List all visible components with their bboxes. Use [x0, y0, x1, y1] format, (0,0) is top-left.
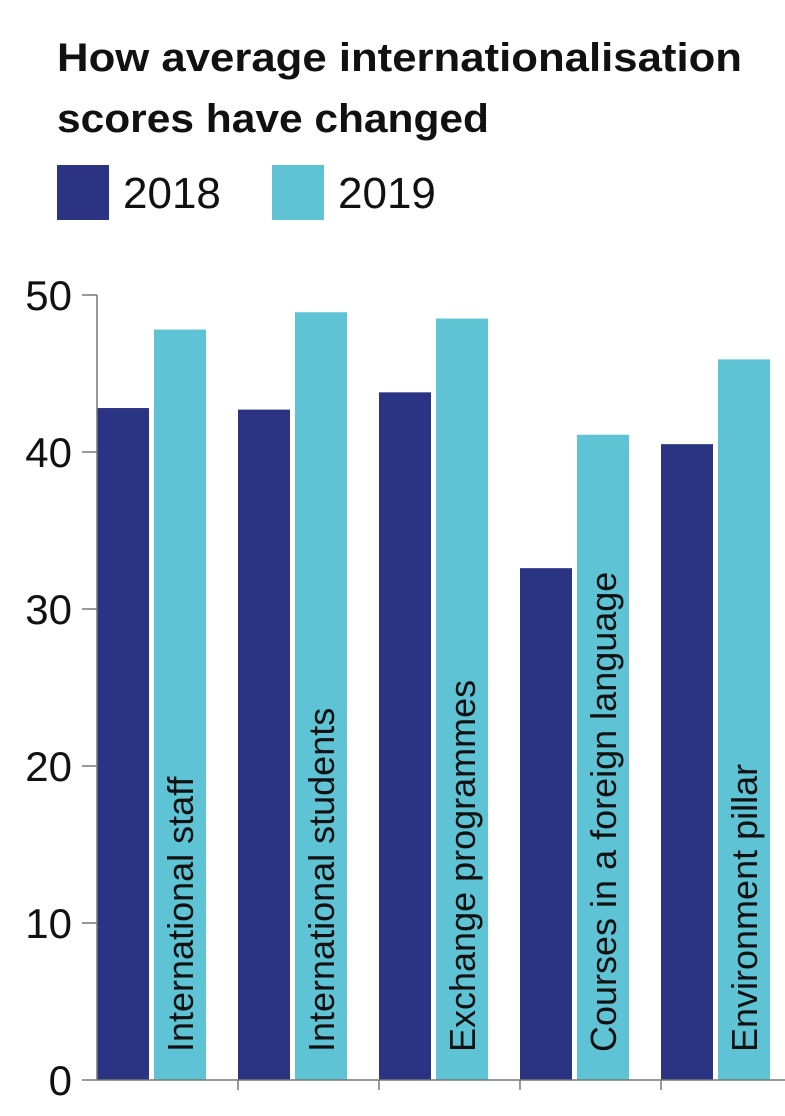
bar [379, 392, 431, 1081]
legend-label: 2018 [123, 169, 221, 218]
y-tick-label: 0 [49, 1057, 72, 1104]
y-tick-label: 40 [25, 429, 72, 476]
bar [238, 409, 290, 1080]
y-tick-label: 30 [25, 586, 72, 633]
x-tick-label: International staff [160, 775, 201, 1052]
legend-swatch [57, 165, 109, 220]
chart-title: How average internationalisation [57, 36, 742, 80]
bar [436, 318, 488, 1080]
y-tick-label: 20 [25, 743, 72, 790]
bar [718, 359, 770, 1080]
x-tick-label: Courses in a foreign language [583, 572, 624, 1052]
bar [520, 568, 572, 1080]
legend-swatch [272, 165, 324, 220]
y-tick-label: 50 [25, 272, 72, 319]
bar [154, 329, 206, 1080]
x-tick-label: Exchange programmes [442, 680, 483, 1052]
legend-label: 2019 [338, 169, 436, 218]
bar [295, 312, 347, 1080]
y-tick-label: 10 [25, 900, 72, 947]
bar [661, 444, 713, 1080]
bar [577, 434, 629, 1081]
x-tick-label: Environment pillar [724, 764, 765, 1052]
bar [97, 408, 149, 1080]
x-tick-label: International students [301, 708, 342, 1052]
chart-title: scores have changed [57, 97, 489, 141]
